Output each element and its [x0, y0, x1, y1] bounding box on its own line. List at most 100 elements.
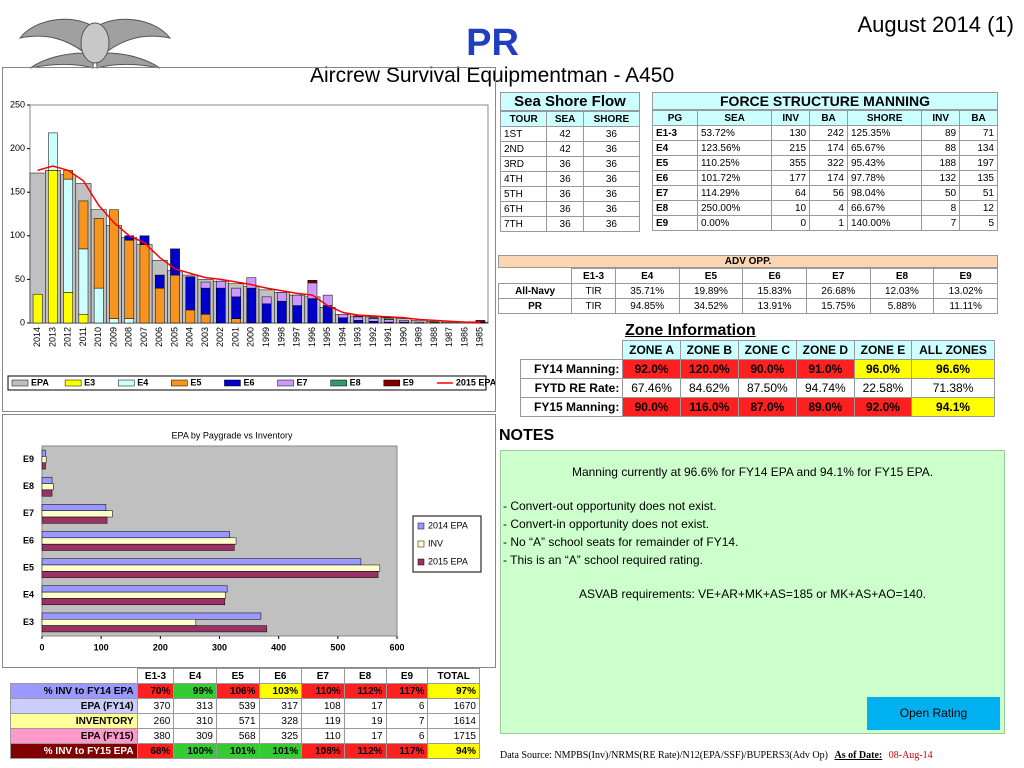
x-tick-label: 400 [271, 642, 286, 652]
header-cell: ZONE E [853, 340, 913, 360]
table-title: Zone Information [625, 322, 756, 339]
legend-swatch [383, 379, 401, 387]
header-cell: SHORE [582, 111, 641, 127]
chart-frame [2, 414, 496, 668]
paygrade-chart: EPA by Paygrade vs Inventory 0 100 200 300 40… [23, 430, 482, 652]
header-cell: E6 [258, 668, 303, 684]
cell: 123.56% [696, 140, 773, 156]
cell: 135 [959, 170, 998, 186]
cell: E7 [652, 185, 698, 201]
inventory-bar [78, 314, 89, 324]
open-rating-button[interactable]: Open Rating [867, 697, 1000, 730]
cell: 325 [258, 728, 303, 744]
row: % INV to FY14 EPA 70% 99% 106% 103% 110% 112% 1… [10, 683, 480, 699]
zone-information: Zone Information ZONE A ZONE B ZONE C ZONE D… [519, 322, 995, 417]
cell: 110.25% [696, 155, 773, 171]
inventory-bar [109, 318, 119, 324]
header-row: E1-3 E4 E5 E6 E7 E8 E9 TOTAL [11, 668, 480, 684]
cell: 99% [173, 683, 217, 699]
bar [41, 558, 362, 566]
header-cell: E8 [343, 668, 387, 684]
inventory-bar [170, 274, 180, 324]
logo [18, 18, 172, 69]
row: EPA (FY14) 370 313 539 317 108 17 6 1670 [10, 698, 480, 714]
header-cell: PG [652, 110, 698, 126]
cell: 5TH [499, 186, 548, 202]
x-tick-label: 2014 [32, 327, 42, 347]
inventory-bar [200, 287, 211, 315]
cell: 36 [582, 216, 641, 232]
cell: 106% [215, 683, 260, 699]
inventory-bar [200, 314, 211, 324]
cell: FYTD RE Rate: [519, 378, 624, 398]
cell: 134 [959, 140, 998, 156]
cell: 4TH [499, 171, 548, 187]
legend-label: E6 [243, 377, 254, 387]
header-cell: E4 [614, 268, 680, 284]
cell: 250.00% [696, 200, 773, 216]
table: E1-3 E4 E5 E6 E7 E8 E9 All-Navy TIR 35.71% 19.89% 1… [497, 268, 998, 314]
inventory-bar [231, 318, 241, 324]
x-tick-label: 2011 [78, 327, 88, 346]
x-tick-label: 2002 [215, 327, 225, 347]
bar [41, 476, 53, 484]
cell: 380 [136, 728, 175, 744]
bar [41, 619, 197, 626]
inventory-bar [368, 318, 379, 322]
cell: E1-3 [652, 125, 698, 141]
header-cell: E7 [301, 668, 345, 684]
cell: 87.50% [737, 378, 797, 398]
legend-swatch [117, 379, 135, 387]
x-tick-label: 1995 [322, 327, 332, 347]
bar [41, 531, 230, 539]
cell: 98.04% [846, 185, 923, 201]
cell: 188 [921, 155, 961, 171]
cell: 96.0% [853, 359, 913, 379]
x-tick-label: 1987 [444, 327, 454, 347]
legend-label: EPA [31, 377, 49, 387]
cell: 71.38% [911, 378, 995, 398]
row: E9 0.00% 0 1 140.00% 7 5 [652, 215, 998, 231]
y-tick-label: E6 [23, 535, 34, 545]
header-cell: E4 [173, 668, 217, 684]
inventory-bar [338, 314, 348, 319]
cell: 36 [582, 201, 641, 217]
x-tick-label: 0 [39, 642, 44, 652]
inventory-bar [429, 321, 440, 324]
cell: 64 [771, 185, 811, 201]
cell: 2ND [499, 141, 548, 157]
cell: 15.75% [805, 298, 871, 314]
bar [41, 456, 47, 463]
cell: E5 [652, 155, 698, 171]
cell: 114.29% [696, 185, 773, 201]
legend-label: E7 [297, 377, 308, 387]
cell: 317 [258, 698, 303, 714]
cell: 17 [343, 698, 387, 714]
inventory-bar [124, 318, 135, 324]
row: INVENTORY 260 310 571 328 119 19 7 1614 [10, 713, 480, 729]
row: 6TH 36 36 [499, 201, 641, 217]
bar [41, 585, 228, 593]
cell: 70% [136, 683, 175, 699]
header-cell: E6 [742, 268, 807, 284]
table: E1-3 E4 E5 E6 E7 E8 E9 TOTAL% INV to FY14 EPA 70… [10, 668, 480, 759]
inventory-bar [353, 320, 364, 324]
bar [41, 612, 262, 620]
cell: 92.0% [853, 397, 913, 417]
chart-frame [2, 67, 496, 412]
cell: 3RD [499, 156, 548, 172]
row: % INV to FY15 EPA 68% 100% 101% 101% 108% 112%… [10, 743, 480, 759]
cell: 17 [343, 728, 387, 744]
inventory-bar [246, 277, 257, 289]
header-cell: E1-3 [571, 268, 616, 284]
cell: 19 [343, 713, 387, 729]
y-tick-label: 100 [10, 230, 25, 240]
cell: % INV to FY15 EPA [10, 743, 138, 759]
bar [41, 510, 113, 518]
inventory-bar [307, 280, 318, 284]
inventory-bar [200, 281, 211, 289]
cell: 34.52% [678, 298, 744, 314]
row: FYTD RE Rate: 67.46% 84.62% 87.50% 94.74% 22.… [519, 378, 995, 398]
inventory-bar [353, 315, 364, 318]
y-tick-label: 250 [10, 99, 25, 109]
